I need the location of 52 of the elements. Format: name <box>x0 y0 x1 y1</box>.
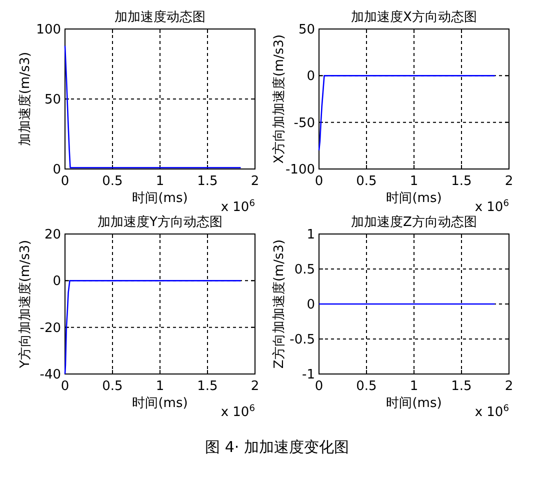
y-tick-label: 1 <box>306 228 315 242</box>
chart-title: 加加速度Z方向动态图 <box>351 214 477 230</box>
text: x 10$^{6}$ <box>474 404 510 420</box>
caption: 图 4· 加加速度变化图 <box>205 438 349 456</box>
x-tick-label: 1.5 <box>451 174 472 189</box>
y-tick-label: 20 <box>44 228 61 242</box>
y-axis-title: 加加速度(m/s3) <box>17 52 33 146</box>
x-tick-label: 1 <box>156 379 164 394</box>
x-axis-title: 时间(ms) <box>386 396 442 411</box>
y-tick-label: -1 <box>302 368 315 382</box>
y-axis-title: Z方向加加速度(m/s3) <box>271 239 287 369</box>
x-axis-title: 时间(ms) <box>132 191 188 206</box>
y-tick-label: -20 <box>40 320 61 336</box>
x-tick-label: 1 <box>410 174 418 189</box>
line-series <box>318 75 496 151</box>
chart-title: 加加速度动态图 <box>114 9 206 25</box>
y-tick-label: -50 <box>294 116 315 131</box>
x-tick-label: 2 <box>504 379 514 394</box>
y-tick-label: 0 <box>306 69 315 84</box>
y-tick-label: 0.5 <box>294 262 315 278</box>
y-tick-label: 100 <box>36 22 61 38</box>
x-tick-label: 0.5 <box>102 379 123 394</box>
y-tick-label: 50 <box>298 22 315 38</box>
text: x 10$^{6}$ <box>474 199 510 215</box>
x-tick-label: 1.5 <box>451 379 472 394</box>
x-tick-label: 1.5 <box>197 174 218 189</box>
text: x 10$^{6}$ <box>220 199 256 215</box>
x-axis-title: 时间(ms) <box>386 191 442 206</box>
x-tick-label: 1 <box>410 379 418 394</box>
x-tick-label: 1.5 <box>197 379 218 394</box>
line-series <box>64 45 242 168</box>
chart-title: 加加速度X方向动态图 <box>351 9 477 25</box>
y-tick-label: 50 <box>44 92 61 108</box>
line-series <box>64 280 242 375</box>
y-tick-label: 0 <box>52 162 61 178</box>
x-tick-label: 0.5 <box>356 174 377 189</box>
y-tick-label: -100 <box>285 162 315 178</box>
x-axis-title: 时间(ms) <box>132 396 188 411</box>
y-tick-label: 0 <box>306 298 315 312</box>
x-tick-label: 2 <box>250 174 260 189</box>
x-tick-label: 2 <box>250 379 260 394</box>
y-axis-title: Y方向加加速度(m/s3) <box>17 240 33 370</box>
y-tick-label: -0.5 <box>290 332 315 348</box>
x-tick-label: 0.5 <box>356 379 377 394</box>
y-axis-title: X方向加加速度(m/s3) <box>271 34 287 164</box>
chart-title: 加加速度Y方向动态图 <box>98 214 222 230</box>
y-tick-label: -40 <box>40 368 61 382</box>
x-tick-label: 0.5 <box>102 174 123 189</box>
x-tick-label: 1 <box>156 174 164 189</box>
y-tick-label: 0 <box>52 274 61 290</box>
x-tick-label: 2 <box>504 174 514 189</box>
text: x 10$^{6}$ <box>220 404 256 420</box>
